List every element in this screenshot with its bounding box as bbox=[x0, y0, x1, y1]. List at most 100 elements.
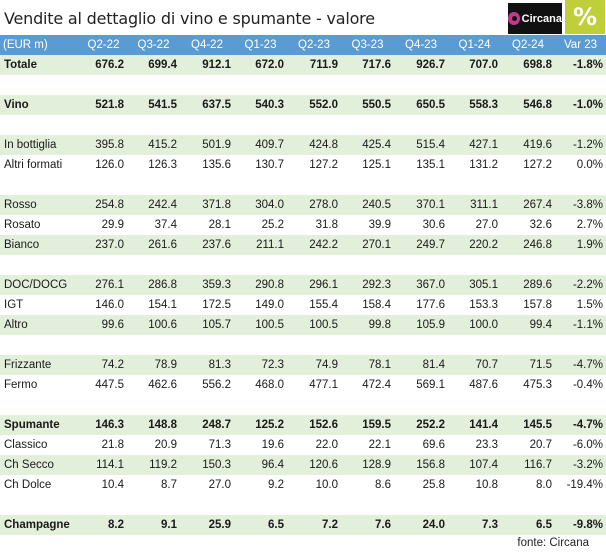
value-cell bbox=[234, 395, 287, 415]
value-cell: 249.7 bbox=[394, 235, 448, 255]
table-spacer-row bbox=[0, 175, 606, 195]
value-cell: 146.3 bbox=[80, 415, 127, 435]
value-cell: 125.2 bbox=[234, 415, 287, 435]
value-cell: 359.3 bbox=[180, 275, 234, 295]
value-cell: 126.0 bbox=[80, 155, 127, 175]
value-cell: 152.6 bbox=[287, 415, 341, 435]
variation-cell bbox=[555, 335, 606, 355]
sales-table: (EUR m) Q2-22 Q3-22 Q4-22 Q1-23 Q2-23 Q3-23 Q4-… bbox=[0, 35, 606, 535]
value-cell: 521.8 bbox=[80, 95, 127, 115]
variation-cell bbox=[555, 115, 606, 135]
value-cell bbox=[448, 335, 501, 355]
value-cell bbox=[448, 255, 501, 275]
variation-cell: 1.9% bbox=[555, 235, 606, 255]
variation-cell: -19.4% bbox=[555, 475, 606, 495]
value-cell: 472.4 bbox=[341, 375, 394, 395]
value-cell: 556.2 bbox=[180, 375, 234, 395]
table-row: Ch Dolce 10.4 8.7 27.0 9.2 10.0 8.6 25.8 10.8 8.0… bbox=[0, 475, 606, 495]
variation-cell: -6.0% bbox=[555, 435, 606, 455]
value-cell: 149.0 bbox=[234, 295, 287, 315]
value-cell: 119.2 bbox=[127, 455, 180, 475]
value-cell: 468.0 bbox=[234, 375, 287, 395]
variation-cell: 0.0% bbox=[555, 155, 606, 175]
value-cell: 30.6 bbox=[394, 215, 448, 235]
value-cell: 424.8 bbox=[287, 135, 341, 155]
value-cell: 211.1 bbox=[234, 235, 287, 255]
value-cell: 74.9 bbox=[287, 355, 341, 375]
value-cell bbox=[448, 75, 501, 95]
value-cell bbox=[127, 395, 180, 415]
value-cell bbox=[394, 335, 448, 355]
value-cell: 370.1 bbox=[394, 195, 448, 215]
value-cell: 128.9 bbox=[341, 455, 394, 475]
value-cell: 558.3 bbox=[448, 95, 501, 115]
value-cell: 286.8 bbox=[127, 275, 180, 295]
value-cell: 177.6 bbox=[394, 295, 448, 315]
value-cell: 220.2 bbox=[448, 235, 501, 255]
value-cell bbox=[180, 495, 234, 515]
table-spacer-row bbox=[0, 395, 606, 415]
value-cell: 912.1 bbox=[180, 55, 234, 75]
value-cell: 130.7 bbox=[234, 155, 287, 175]
value-cell: 135.1 bbox=[394, 155, 448, 175]
value-cell: 37.4 bbox=[127, 215, 180, 235]
value-cell bbox=[127, 75, 180, 95]
variation-cell bbox=[555, 255, 606, 275]
variation-cell: -4.7% bbox=[555, 415, 606, 435]
value-cell bbox=[127, 495, 180, 515]
value-cell bbox=[501, 395, 555, 415]
value-cell: 159.5 bbox=[341, 415, 394, 435]
table-row: In bottiglia 395.8 415.2 501.9 409.7 424.8 425… bbox=[0, 135, 606, 155]
variation-cell: -1.0% bbox=[555, 95, 606, 115]
table-row: Frizzante 74.2 78.9 81.3 72.3 74.9 78.1 81.4 70.… bbox=[0, 355, 606, 375]
value-cell: 99.4 bbox=[501, 315, 555, 335]
variation-cell: -3.8% bbox=[555, 195, 606, 215]
variation-cell: -1.1% bbox=[555, 315, 606, 335]
value-cell bbox=[180, 175, 234, 195]
value-cell bbox=[180, 115, 234, 135]
value-cell bbox=[394, 75, 448, 95]
percent-badge: % bbox=[565, 0, 605, 34]
value-cell: 23.3 bbox=[448, 435, 501, 455]
value-cell: 22.0 bbox=[287, 435, 341, 455]
variation-cell bbox=[555, 75, 606, 95]
value-cell: 395.8 bbox=[80, 135, 127, 155]
value-cell: 157.8 bbox=[501, 295, 555, 315]
value-cell: 100.5 bbox=[234, 315, 287, 335]
value-cell bbox=[501, 255, 555, 275]
value-cell bbox=[341, 335, 394, 355]
variation-cell: -9.8% bbox=[555, 515, 606, 535]
row-label: Altro bbox=[0, 315, 80, 335]
value-cell bbox=[180, 395, 234, 415]
value-cell bbox=[287, 75, 341, 95]
table-row: DOC/DOCG 276.1 286.8 359.3 290.8 296.1 292.3 36… bbox=[0, 275, 606, 295]
value-cell bbox=[180, 255, 234, 275]
value-cell bbox=[234, 75, 287, 95]
table-spacer-row bbox=[0, 255, 606, 275]
table-row: Altri formati 126.0 126.3 135.6 130.7 127.2 12… bbox=[0, 155, 606, 175]
value-cell: 427.1 bbox=[448, 135, 501, 155]
value-cell: 501.9 bbox=[180, 135, 234, 155]
row-label: Rosato bbox=[0, 215, 80, 235]
value-cell: 672.0 bbox=[234, 55, 287, 75]
value-cell: 270.1 bbox=[341, 235, 394, 255]
value-cell: 20.7 bbox=[501, 435, 555, 455]
value-cell: 10.8 bbox=[448, 475, 501, 495]
value-cell: 154.1 bbox=[127, 295, 180, 315]
value-cell: 105.7 bbox=[180, 315, 234, 335]
value-cell bbox=[287, 335, 341, 355]
value-cell bbox=[448, 175, 501, 195]
variation-cell: -2.2% bbox=[555, 275, 606, 295]
value-cell bbox=[501, 115, 555, 135]
row-label: Frizzante bbox=[0, 355, 80, 375]
value-cell: 717.6 bbox=[341, 55, 394, 75]
row-label: In bottiglia bbox=[0, 135, 80, 155]
table-row: Rosato 29.9 37.4 28.1 25.2 31.8 39.9 30.6 27.0 32… bbox=[0, 215, 606, 235]
value-cell bbox=[394, 495, 448, 515]
value-cell: 242.4 bbox=[127, 195, 180, 215]
row-label bbox=[0, 115, 80, 135]
value-cell bbox=[394, 115, 448, 135]
row-label: Fermo bbox=[0, 375, 80, 395]
value-cell bbox=[234, 255, 287, 275]
row-label: Bianco bbox=[0, 235, 80, 255]
